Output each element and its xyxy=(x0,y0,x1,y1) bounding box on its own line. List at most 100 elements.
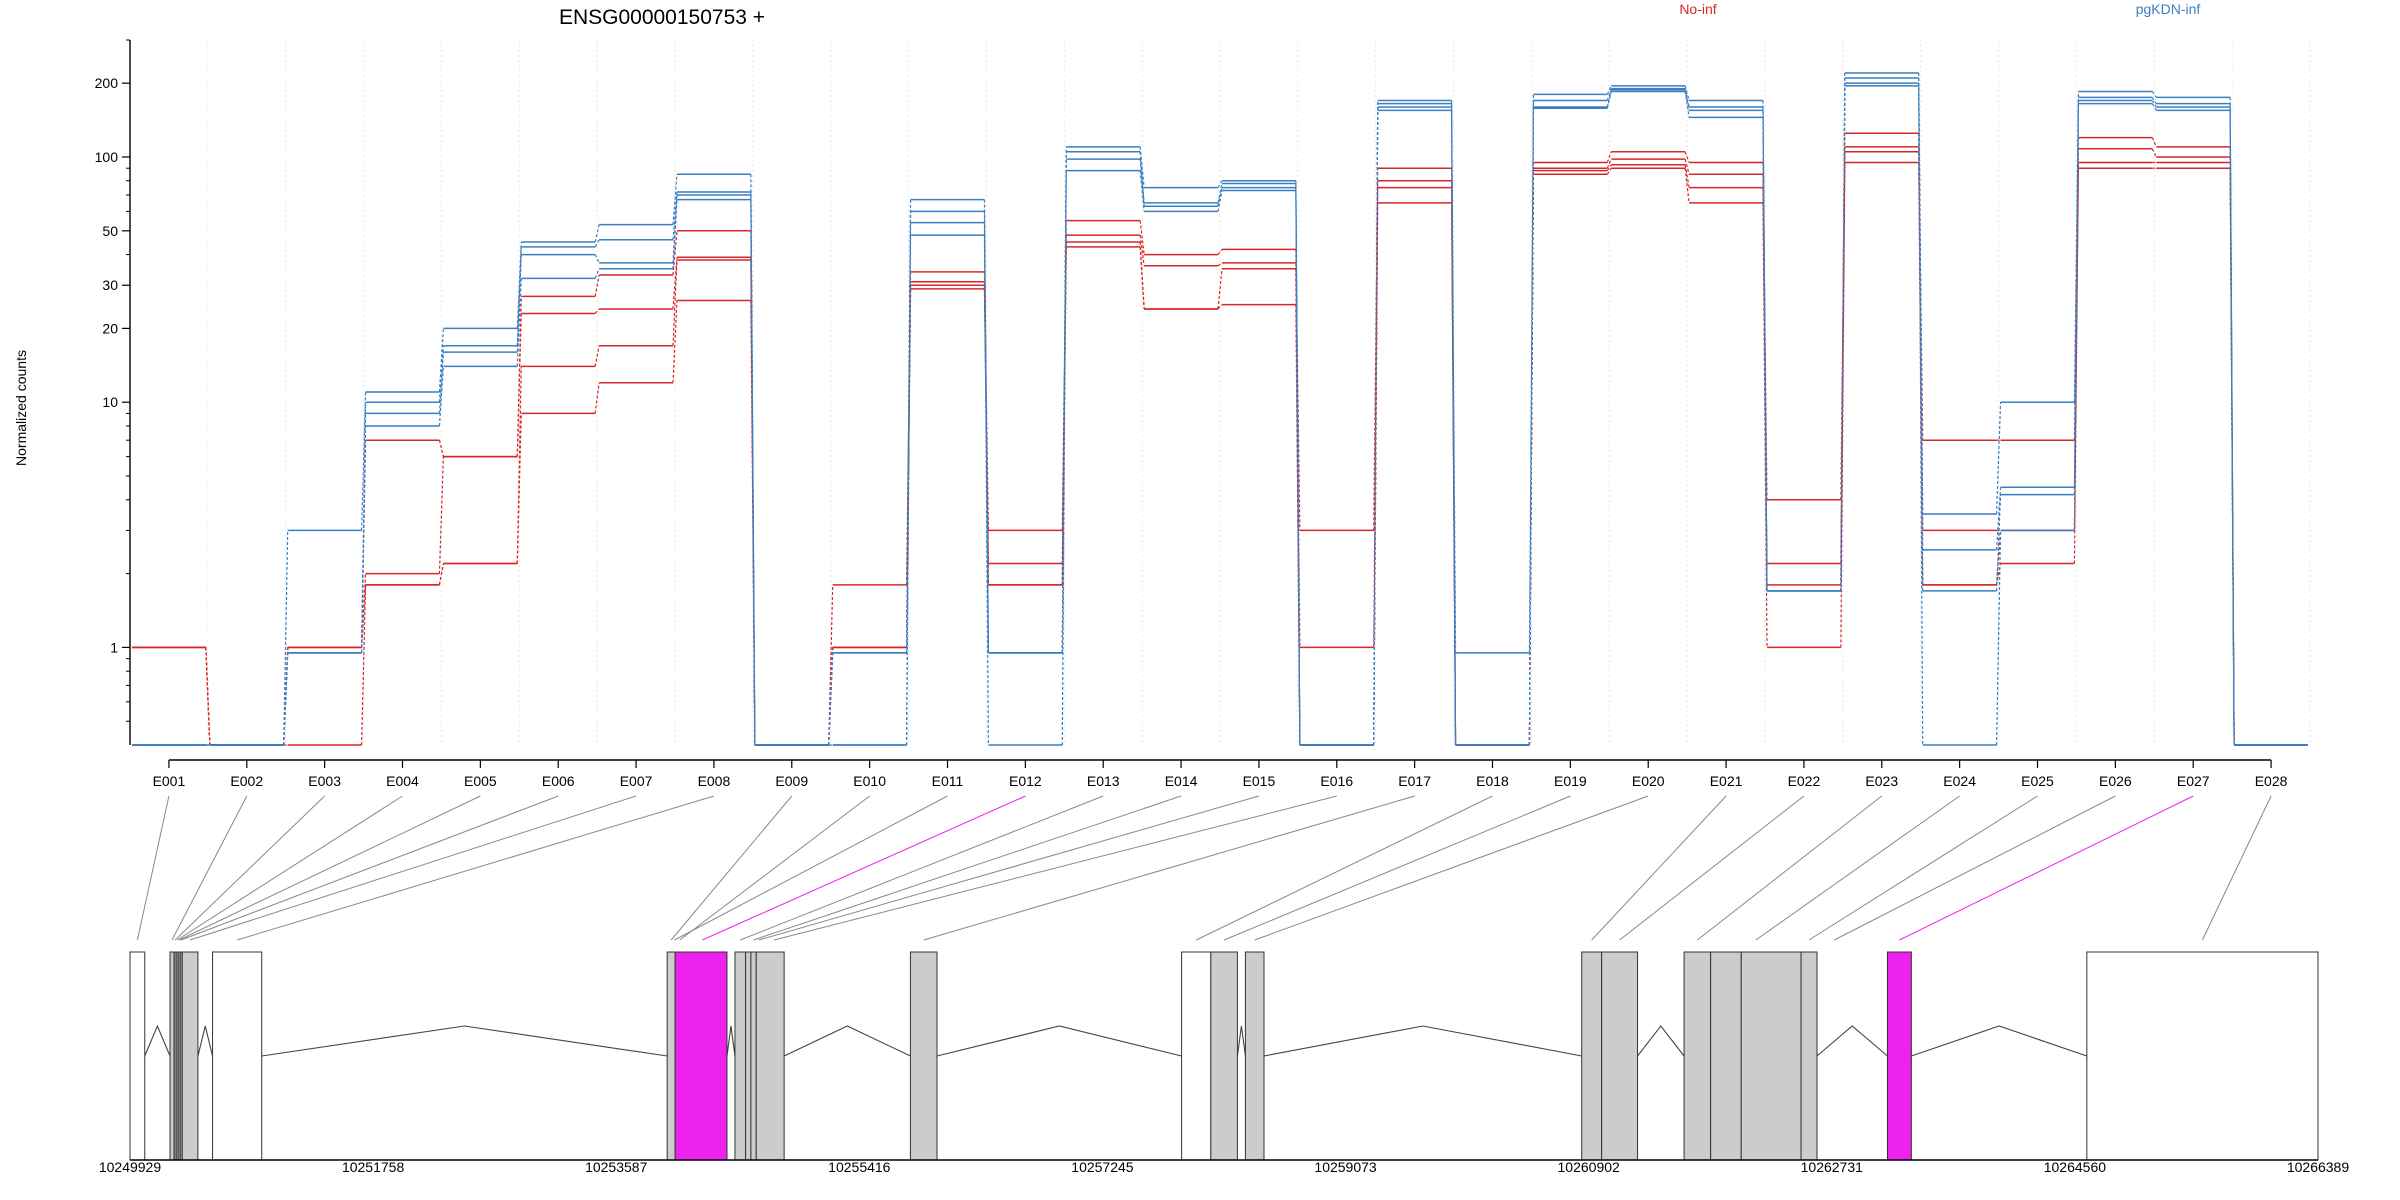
exon-connector xyxy=(2201,795,2272,941)
series-connector xyxy=(1217,262,1223,267)
series-connector xyxy=(438,352,445,414)
intron xyxy=(197,1025,214,1057)
series-connector xyxy=(672,174,678,225)
exon-connector xyxy=(774,795,1337,941)
series-connector xyxy=(1684,88,1690,108)
exon-box xyxy=(1210,951,1238,1161)
y-axis: 1 10 20 30 50 100 200 xyxy=(95,39,131,745)
series-connector xyxy=(1606,91,1612,109)
coordinate-label: 10262731 xyxy=(1801,1159,1864,1175)
exon-box xyxy=(1601,951,1639,1161)
exon-connector xyxy=(136,795,170,941)
x-tick-label: E004 xyxy=(386,773,419,789)
series-connector xyxy=(1995,530,2002,746)
coordinate-label: 10255416 xyxy=(828,1159,891,1175)
series-connector xyxy=(594,382,600,414)
exon-connector xyxy=(1591,795,1727,941)
series-connector xyxy=(438,328,445,393)
series-connector xyxy=(1995,402,2002,515)
exon-box xyxy=(175,951,179,1161)
series-connector xyxy=(672,230,678,276)
series-connector xyxy=(594,254,600,264)
exon-connector xyxy=(753,795,1182,941)
exon-connector xyxy=(1697,795,1883,941)
series-connector xyxy=(360,584,367,746)
coordinate-label: 10249929 xyxy=(99,1159,162,1175)
exon-box xyxy=(212,951,263,1161)
series-connector xyxy=(594,308,600,314)
series-pgkdn_inf xyxy=(132,85,2308,746)
series-connector xyxy=(1762,117,1768,591)
series-connector xyxy=(672,191,678,240)
x-tick-label: E023 xyxy=(1865,773,1898,789)
series-connector xyxy=(594,345,600,367)
exon-connector xyxy=(178,795,481,941)
x-tick-label: E027 xyxy=(2177,773,2210,789)
series-connector xyxy=(1684,89,1690,111)
x-tick-label: E025 xyxy=(2021,773,2054,789)
series-lines xyxy=(132,72,2308,746)
legend-label-pgkdn-inf: pgKDN-inf xyxy=(2136,1,2201,17)
intron xyxy=(726,1025,736,1057)
series-connector xyxy=(2151,100,2157,108)
exon-box xyxy=(169,951,175,1161)
series-connector xyxy=(283,652,289,746)
series-connector xyxy=(1684,164,1690,188)
exon-connector xyxy=(1223,795,1571,941)
exon-box xyxy=(745,951,752,1161)
series-connector xyxy=(1217,190,1223,212)
x-tick-label: E011 xyxy=(932,773,964,789)
series-connector xyxy=(1217,180,1223,188)
y-tick-label: 30 xyxy=(102,277,118,293)
series-connector xyxy=(1061,170,1067,746)
legend-label-no-inf: No-inf xyxy=(1679,1,1716,17)
x-tick-label: E018 xyxy=(1476,773,1509,789)
y-tick-label: 200 xyxy=(95,75,119,91)
exon-box xyxy=(734,951,747,1161)
x-tick-label: E002 xyxy=(230,773,263,789)
exon-connector xyxy=(174,795,325,941)
series-connector xyxy=(1606,167,1612,175)
exon-box xyxy=(909,951,938,1161)
exon-box xyxy=(1886,951,1912,1161)
series-connector xyxy=(1684,85,1690,101)
exon-box xyxy=(750,951,757,1161)
series-connector xyxy=(438,563,445,585)
exon-connector xyxy=(180,795,559,941)
series-no_inf xyxy=(132,161,2308,746)
exon-connectors xyxy=(136,795,2272,941)
chart-title: ENSG00000150753 + xyxy=(559,6,765,29)
y-tick-label: 1 xyxy=(110,639,118,655)
series-connector xyxy=(516,313,522,457)
series-connector xyxy=(1217,249,1223,255)
series-connector xyxy=(1217,187,1223,207)
intron xyxy=(1236,1025,1246,1057)
series-connector xyxy=(672,257,678,310)
series-connector xyxy=(360,440,367,648)
series-connector xyxy=(828,652,834,746)
exon-box xyxy=(1710,951,1742,1161)
exon-box xyxy=(1800,951,1818,1161)
x-tick-label: E013 xyxy=(1087,773,1120,789)
series-connector xyxy=(1684,91,1690,118)
exon-connector xyxy=(923,795,1415,941)
series-connector xyxy=(1995,494,2002,591)
x-axis: E001 E002 E003 E004 E005 E006 E007 E008 E009 E010… xyxy=(153,759,2288,789)
series-connector xyxy=(750,199,756,746)
exon-box xyxy=(173,951,177,1161)
exon-box xyxy=(177,951,181,1161)
series-connector xyxy=(1061,159,1067,653)
exon-connector xyxy=(1254,795,1649,941)
series-connector xyxy=(516,254,522,353)
coordinate-label: 10257245 xyxy=(1071,1159,1134,1175)
series-connector xyxy=(1139,170,1145,212)
x-tick-label: E015 xyxy=(1243,773,1276,789)
exon-connector xyxy=(1195,795,1493,941)
coordinate-label: 10251758 xyxy=(342,1159,405,1175)
series-connector xyxy=(1684,158,1690,175)
series-connector xyxy=(1217,268,1223,310)
y-tick-label: 50 xyxy=(102,223,118,239)
x-tick-label: E017 xyxy=(1398,773,1431,789)
series-connector xyxy=(672,260,678,346)
series-connector xyxy=(516,413,522,564)
